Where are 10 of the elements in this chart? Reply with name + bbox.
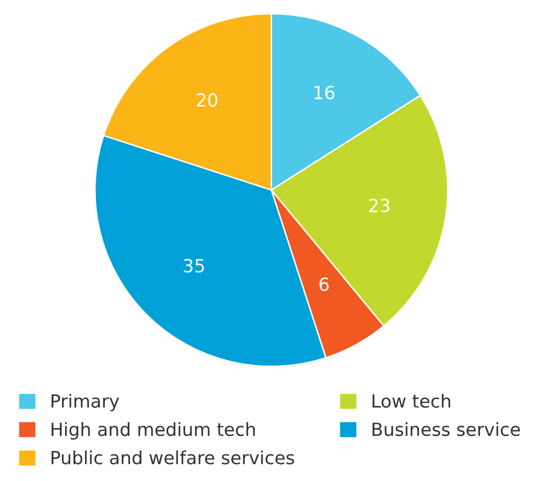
legend-label: High and medium tech (52, 422, 255, 440)
data-label: 35 (184, 258, 204, 273)
legend-label: Low tech (372, 394, 450, 408)
data-label: 16 (314, 86, 334, 100)
legend-label: Business service (372, 422, 520, 436)
data-label: 23 (369, 198, 390, 212)
legend-label: Primary (52, 394, 120, 412)
data-label: 20 (196, 93, 218, 107)
data-label: 6 (320, 277, 329, 292)
legend-label: Public and welfare services (52, 450, 294, 464)
